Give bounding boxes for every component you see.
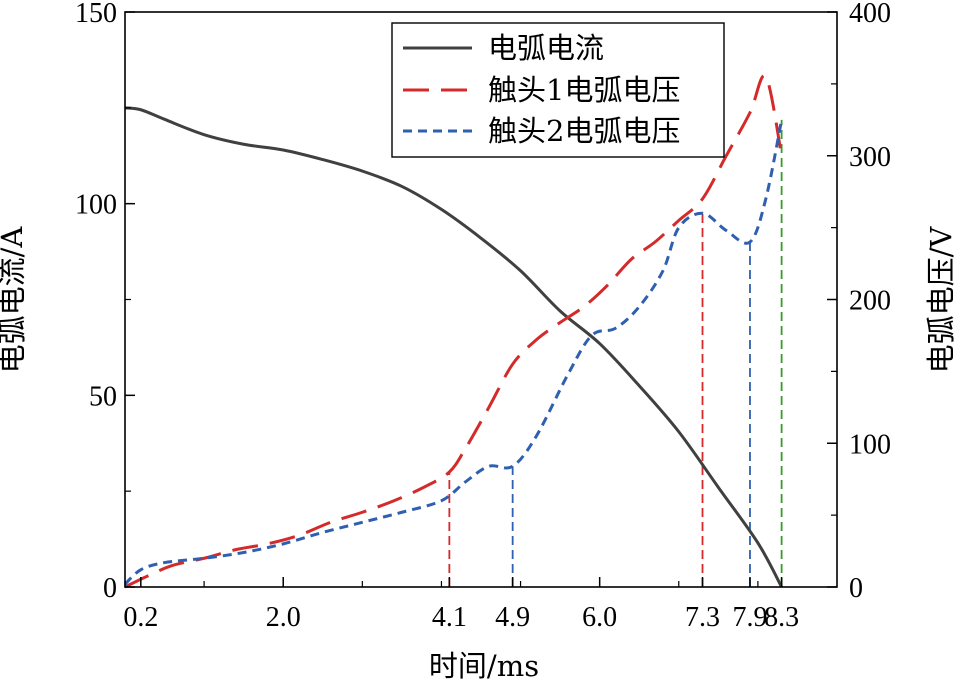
x-tick-label: 8.3 — [764, 602, 799, 633]
legend: 电弧电流 触头1电弧电压 触头2电弧电压 — [391, 22, 725, 158]
y-left-tick-label: 50 — [89, 381, 117, 412]
series-line-1 — [124, 74, 784, 589]
y-right-axis-title: 电弧电压/V — [924, 226, 958, 374]
y-left-axis-title: 电弧电流/A — [0, 226, 29, 374]
y-left-tick-label: 0 — [103, 573, 117, 604]
legend-label-contact1: 触头1电弧电压 — [488, 73, 680, 107]
y-left-tick-label: 150 — [75, 0, 117, 29]
series-line-2 — [123, 119, 784, 586]
x-tick-label: 7.3 — [685, 602, 720, 633]
legend-label-current: 电弧电流 — [488, 31, 604, 65]
y-right-tick-label: 200 — [849, 286, 891, 317]
x-tick-label: 2.0 — [266, 602, 301, 633]
series-lines — [123, 74, 784, 589]
x-tick-label: 4.9 — [495, 602, 530, 633]
legend-label-contact2: 触头2电弧电压 — [488, 114, 680, 148]
y-right-tick-label: 0 — [849, 573, 863, 604]
y-right-tick-label: 100 — [849, 429, 891, 460]
marker-lines — [448, 119, 783, 587]
x-tick-label: 4.1 — [432, 602, 467, 633]
x-tick-label: 6.0 — [582, 602, 617, 633]
x-tick-label: 0.2 — [123, 602, 158, 633]
x-tick-label: 7.9 — [732, 602, 767, 633]
y-left-tick-label: 100 — [75, 190, 117, 221]
y-right-tick-label: 300 — [849, 142, 891, 173]
series-line-0 — [124, 106, 783, 588]
y-right-tick-label: 400 — [849, 0, 891, 29]
axes-ticks: 0.2 2.0 4.1 4.9 6.0 7.3 7.98.3 0 50 100 150 0 100 200… — [75, 0, 891, 633]
x-axis-title: 时间/ms — [429, 649, 539, 683]
